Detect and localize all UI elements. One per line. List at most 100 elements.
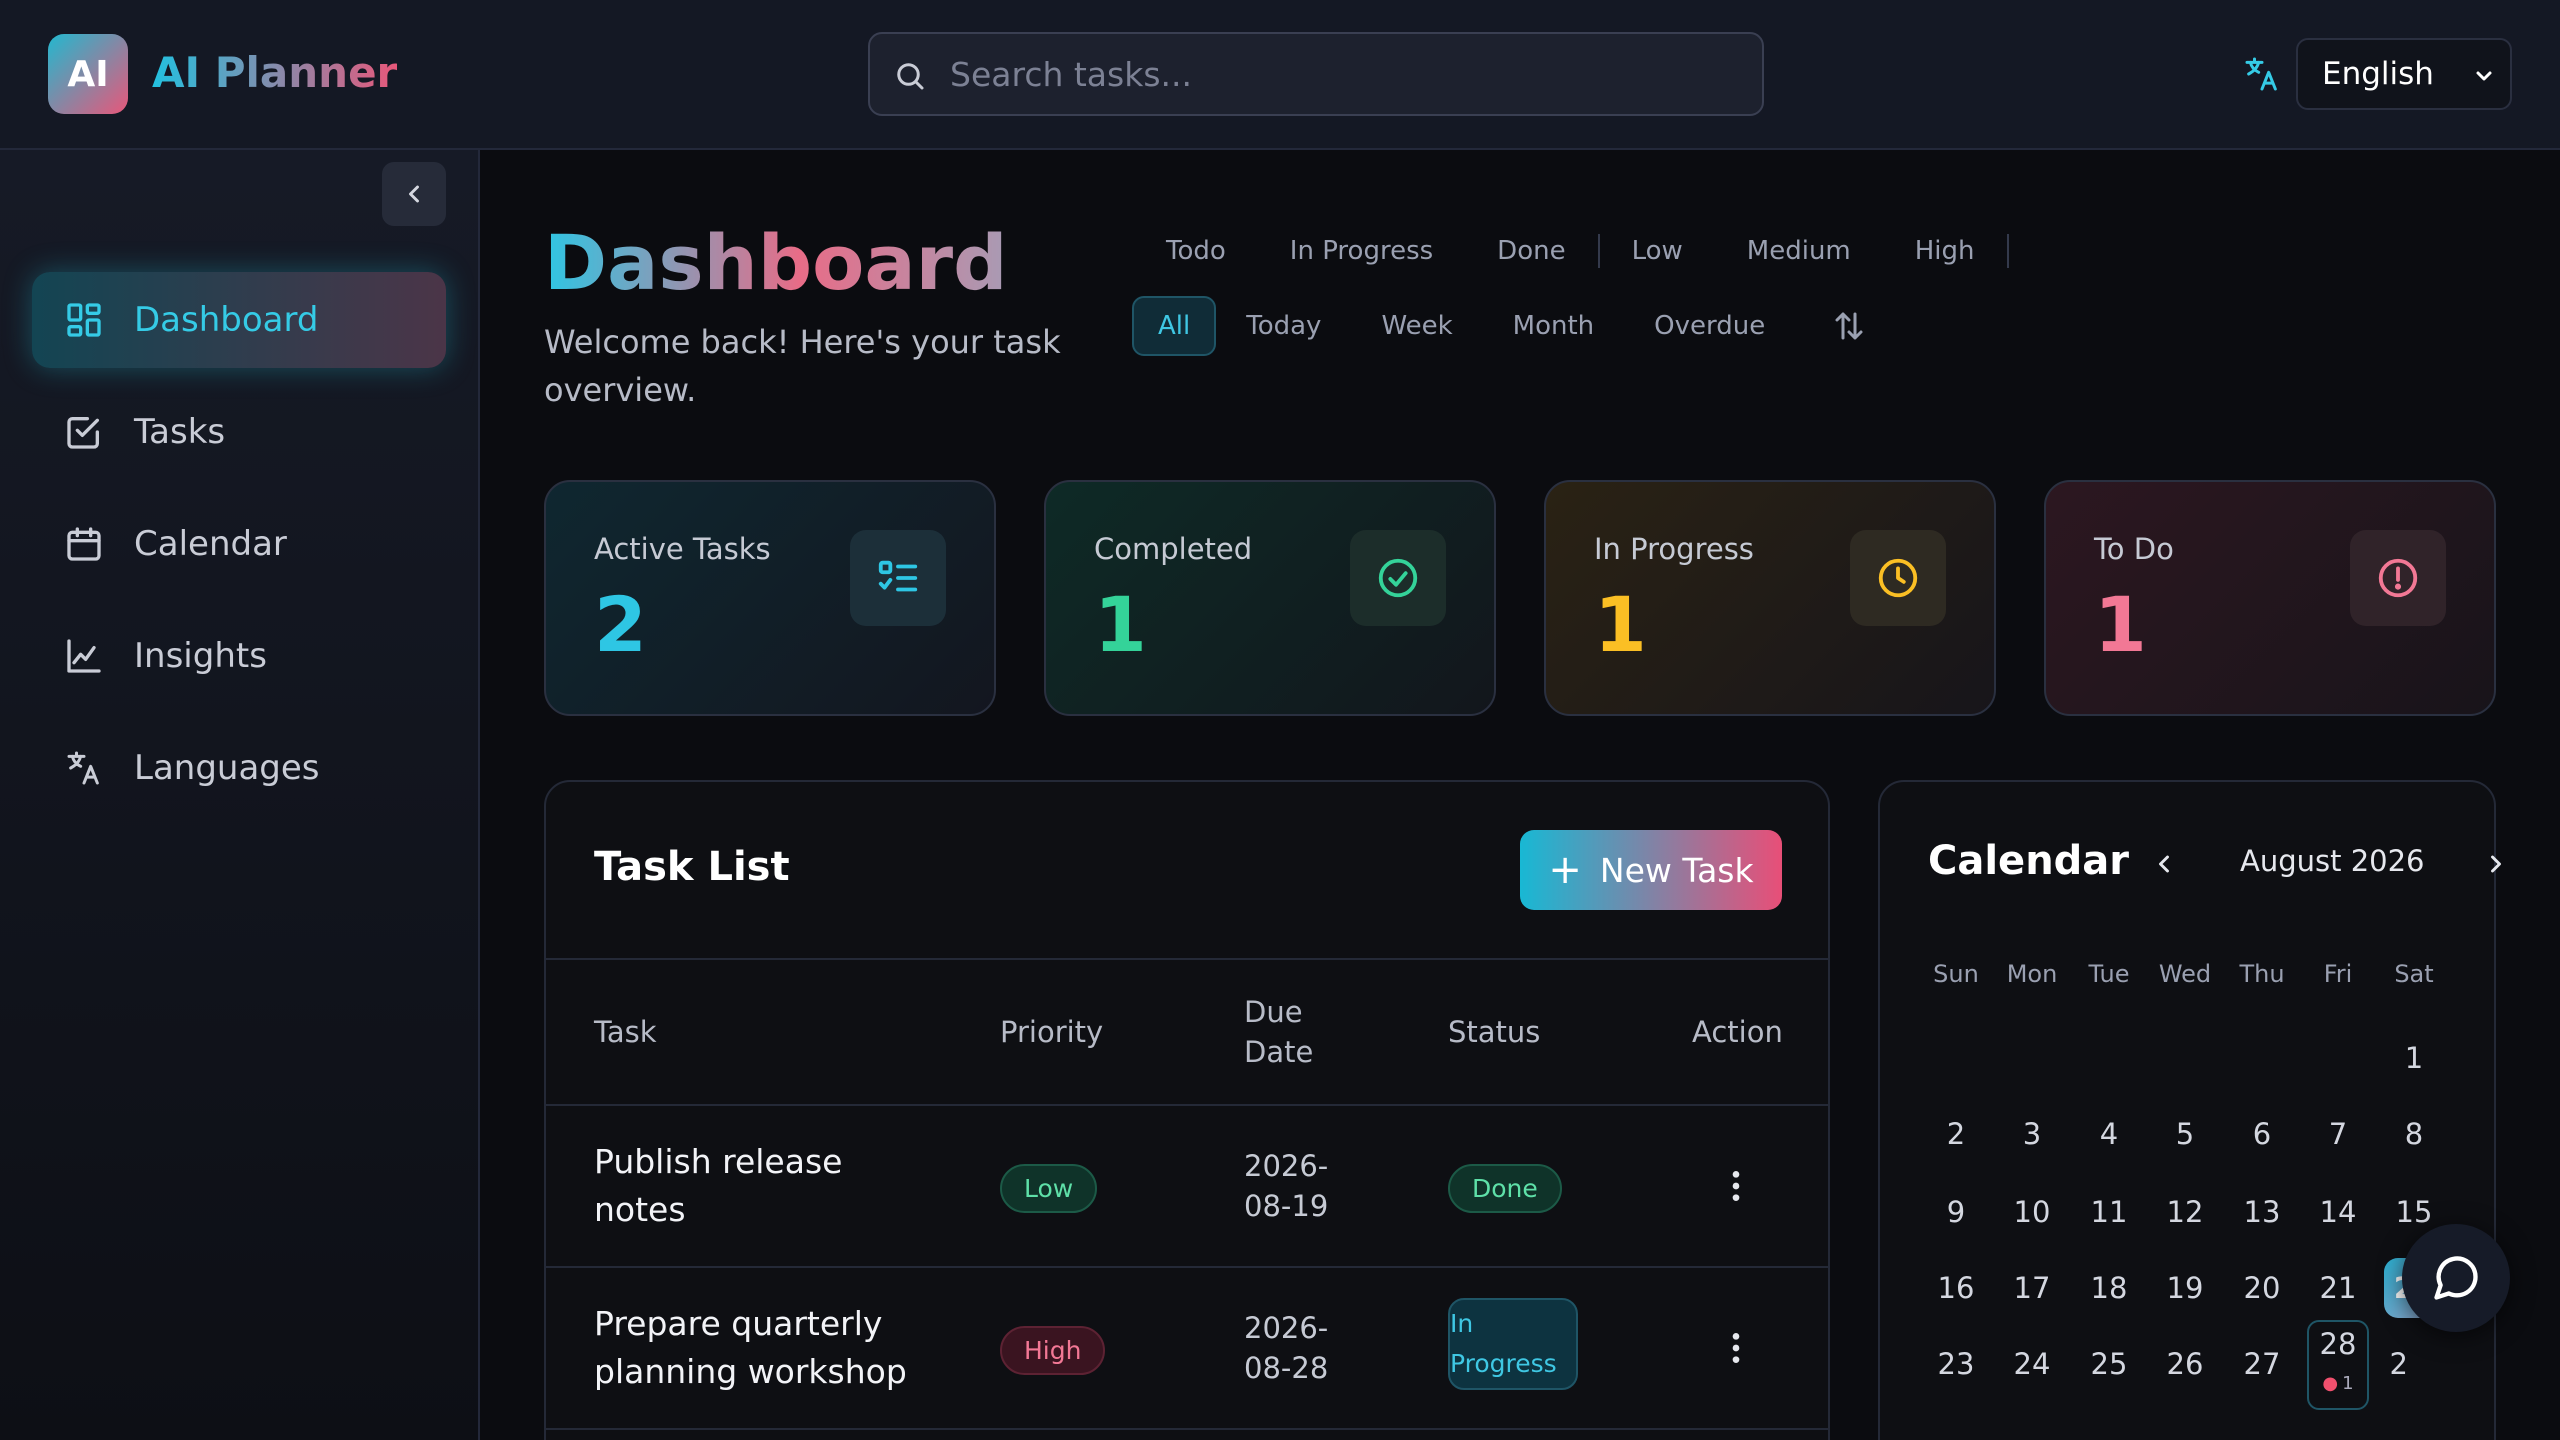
table-row[interactable]: Publish release notes Low 2026-08-19 Don… (546, 1106, 1828, 1268)
calendar-day[interactable]: 14 (2319, 1195, 2357, 1229)
calendar-day[interactable]: 13 (2243, 1195, 2281, 1229)
calendar-day[interactable]: 16 (1937, 1271, 1975, 1305)
filter-time-today[interactable]: Today (1246, 311, 1322, 341)
calendar-day[interactable]: 8 (2404, 1117, 2424, 1151)
calendar-day[interactable]: 6 (2252, 1117, 2272, 1151)
column-header-status[interactable]: Status (1448, 1015, 1541, 1049)
tasks-icon (67, 417, 100, 449)
filter-time-week[interactable]: Week (1381, 311, 1453, 341)
table-row[interactable]: Prepare quarterly planning workshop High… (546, 1268, 1828, 1430)
sort-icon[interactable] (1831, 308, 1867, 344)
app-title[interactable]: AI Planner (152, 48, 398, 97)
filter-time-overdue[interactable]: Overdue (1654, 311, 1766, 341)
app-logo[interactable]: AI (48, 34, 128, 114)
chevron-left-icon[interactable] (2150, 850, 2178, 878)
new-task-label: New Task (1599, 850, 1754, 890)
search-box[interactable] (868, 32, 1764, 116)
chat-button[interactable] (2402, 1224, 2510, 1332)
filter-divider (1597, 234, 1600, 268)
calendar-day[interactable]: 19 (2166, 1271, 2204, 1305)
language-select-value: English (2322, 56, 2434, 92)
list-check-icon (878, 560, 918, 592)
stat-label: To Do (2094, 532, 2174, 566)
calendar-day[interactable]: 7 (2328, 1117, 2348, 1151)
column-header-priority[interactable]: Priority (1000, 1015, 1104, 1049)
calendar-day[interactable]: 17 (2013, 1271, 2051, 1305)
filter-priority-high[interactable]: High (1914, 236, 1975, 266)
calendar-day[interactable]: 2 (2389, 1347, 2408, 1381)
language-select[interactable]: English (2296, 38, 2512, 110)
sidebar-item-label: Calendar (134, 524, 287, 564)
stat-value: 2 (594, 580, 647, 669)
calendar-day[interactable]: 1 (2404, 1041, 2424, 1075)
stat-label: Active Tasks (594, 532, 771, 566)
sidebar-item-insights[interactable]: Insights (32, 608, 446, 704)
stat-value: 1 (1094, 580, 1147, 669)
sidebar-item-calendar[interactable]: Calendar (32, 496, 446, 592)
stat-label: Completed (1094, 532, 1253, 566)
filter-status-in-progress[interactable]: In Progress (1289, 236, 1434, 266)
stat-icon-box (2350, 530, 2446, 626)
new-task-button[interactable]: + New Task (1520, 830, 1782, 910)
translate-icon[interactable] (2242, 54, 2282, 94)
page-subtitle: Welcome back! Here's your task overview. (544, 323, 1061, 409)
chevron-down-icon (2476, 71, 2492, 81)
calendar-day[interactable]: 21 (2319, 1271, 2357, 1305)
chevron-right-icon[interactable] (2482, 850, 2510, 878)
insights-icon (67, 639, 101, 673)
page-title: Dashboard (544, 218, 1008, 307)
calendar-day[interactable]: 20 (2243, 1271, 2281, 1305)
filter-time-month[interactable]: Month (1512, 311, 1595, 341)
filter-status-done[interactable]: Done (1497, 236, 1566, 266)
priority-badge: High (1000, 1326, 1106, 1375)
calendar-day[interactable]: 24 (2013, 1347, 2051, 1381)
calendar-day[interactable]: 11 (2090, 1195, 2128, 1229)
calendar-card: Calendar August 2026 Sun Mon Tue Wed Thu… (1878, 780, 2501, 1440)
filter-priority-medium[interactable]: Medium (1746, 236, 1851, 266)
stat-value: 1 (1594, 580, 1647, 669)
calendar-day[interactable]: 18 (2090, 1271, 2128, 1305)
weekday-label: Tue (2088, 960, 2130, 988)
status-badge[interactable]: In Progress (1448, 1298, 1578, 1390)
calendar-day[interactable]: 26 (2166, 1347, 2204, 1381)
weekday-label: Wed (2158, 960, 2212, 988)
calendar-day[interactable]: 4 (2099, 1117, 2119, 1151)
calendar-day[interactable]: 12 (2166, 1195, 2204, 1229)
calendar-day[interactable]: 3 (2022, 1117, 2042, 1151)
status-priority-filters: Todo In Progress Done Low Medium High (1134, 230, 2009, 272)
filter-status-todo[interactable]: Todo (1166, 236, 1226, 266)
calendar-day[interactable]: 2 (1946, 1117, 1966, 1151)
calendar-day[interactable]: 9 (1946, 1195, 1966, 1229)
search-input[interactable] (950, 48, 1740, 100)
time-filters: All Today Week Month Overdue (1132, 296, 1867, 356)
more-options-icon[interactable] (1726, 1328, 1746, 1368)
column-header-task[interactable]: Task (594, 1015, 657, 1049)
filter-priority-low[interactable]: Low (1631, 236, 1683, 266)
sidebar-item-tasks[interactable]: Tasks (32, 384, 446, 480)
more-options-icon[interactable] (1726, 1166, 1746, 1206)
calendar-day[interactable]: 27 (2243, 1347, 2281, 1381)
calendar-day-with-task[interactable]: 28 ● 1 (2307, 1320, 2369, 1410)
weekday-label: Fri (2323, 960, 2353, 988)
calendar-day[interactable]: 23 (1937, 1347, 1975, 1381)
sidebar-collapse-button[interactable] (382, 162, 446, 226)
calendar-day[interactable]: 15 (2395, 1195, 2433, 1229)
top-header: AI AI Planner English (0, 0, 2560, 150)
sidebar: Dashboard Tasks Calendar Insights Langua… (0, 150, 480, 1440)
plus-icon: + (1548, 847, 1582, 893)
status-badge[interactable]: Done (1448, 1164, 1562, 1213)
sidebar-item-label: Dashboard (134, 300, 319, 340)
calendar-day[interactable]: 5 (2175, 1117, 2195, 1151)
stat-value: 1 (2094, 580, 2147, 669)
sidebar-item-languages[interactable]: Languages (32, 720, 446, 816)
calendar-day[interactable]: 10 (2013, 1195, 2051, 1229)
calendar-icon (67, 527, 101, 561)
calendar-day[interactable]: 25 (2090, 1347, 2128, 1381)
weekday-label: Thu (2239, 960, 2285, 988)
check-circle-icon (1378, 558, 1418, 598)
languages-icon (67, 751, 99, 785)
task-list-title: Task List (594, 844, 790, 890)
sidebar-item-dashboard[interactable]: Dashboard (32, 272, 446, 368)
column-header-due-date[interactable]: Due Date (1244, 995, 1314, 1069)
filter-time-all[interactable]: All (1132, 296, 1217, 356)
